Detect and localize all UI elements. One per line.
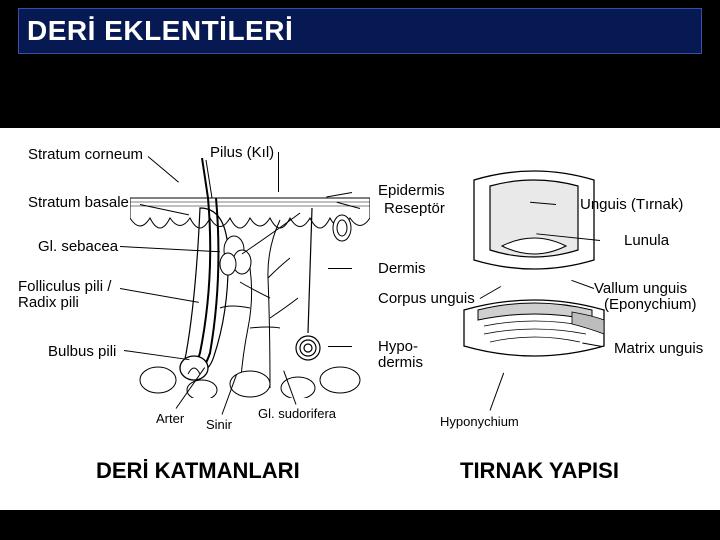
label-epidermis: Epidermis [378, 182, 445, 199]
section-title-skin: DERİ KATMANLARI [96, 458, 300, 484]
title-bar: DERİ EKLENTİLERİ [18, 8, 702, 54]
page-title: DERİ EKLENTİLERİ [27, 15, 293, 47]
label-gl-sebacea: Gl. sebacea [38, 238, 118, 255]
label-vallum-2: (Eponychium) [604, 296, 697, 313]
label-hypo2: dermis [378, 354, 423, 371]
label-dermis: Dermis [378, 260, 426, 277]
label-unguis: Unguis (Tırnak) [580, 196, 683, 213]
label-hypo1: Hypo- [378, 338, 418, 355]
section-title-nail: TIRNAK YAPISI [460, 458, 619, 484]
leader-line [490, 373, 505, 411]
leader-line [328, 346, 352, 347]
label-folliculus-1: Folliculus pili / [18, 278, 111, 295]
label-arter: Arter [156, 411, 184, 426]
label-pilus: Pilus (Kıl) [210, 144, 274, 161]
leader-line [328, 268, 352, 269]
label-lunula: Lunula [624, 232, 669, 249]
label-bulbus: Bulbus pili [48, 343, 116, 360]
label-stratum-corneum: Stratum corneum [28, 146, 143, 163]
label-sinir: Sinir [206, 417, 232, 432]
label-stratum-basale: Stratum basale [28, 194, 129, 211]
label-matrix: Matrix unguis [614, 340, 703, 357]
label-hyponychium: Hyponychium [440, 414, 519, 429]
label-reseptor: Reseptör [384, 200, 445, 217]
leader-line [278, 152, 279, 192]
label-vallum-1: Vallum unguis [594, 280, 687, 297]
diagram-panel: Stratum corneum Pilus (Kıl) Stratum basa… [0, 128, 720, 510]
label-gl-sudorifera: Gl. sudorifera [258, 406, 336, 421]
label-folliculus-2: Radix pili [18, 294, 79, 311]
